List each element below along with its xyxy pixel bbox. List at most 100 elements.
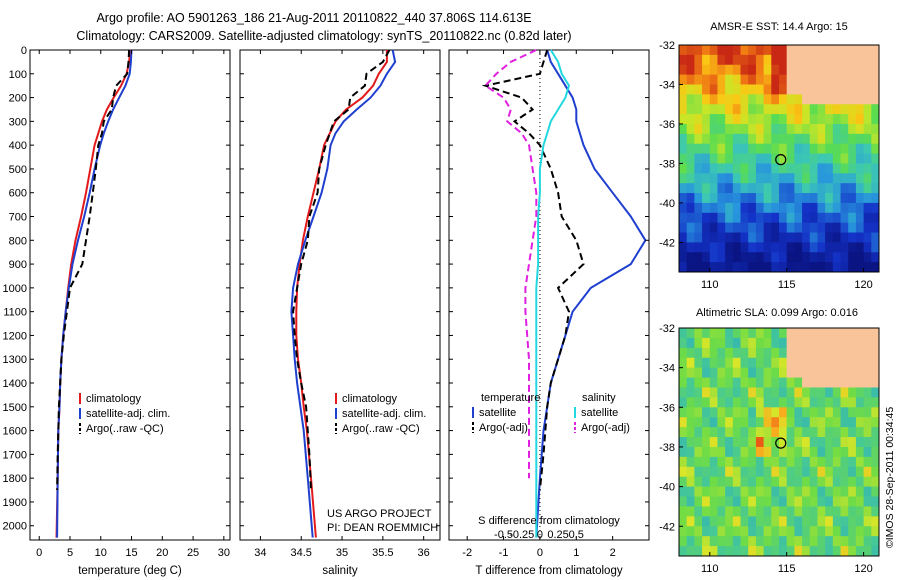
map-cell bbox=[863, 54, 872, 66]
map-cell bbox=[779, 377, 788, 388]
map-cell bbox=[702, 143, 711, 155]
map-cell bbox=[694, 123, 703, 135]
map-cell bbox=[748, 328, 757, 339]
map-cell bbox=[863, 546, 872, 557]
map-cell bbox=[840, 546, 849, 557]
map-cell bbox=[755, 446, 765, 458]
map-cell bbox=[840, 446, 849, 458]
map-cell bbox=[748, 407, 757, 418]
map-cell bbox=[740, 407, 749, 418]
map-cell bbox=[786, 54, 795, 66]
map-cell bbox=[740, 516, 749, 527]
map-cell bbox=[848, 45, 857, 56]
map-cell bbox=[694, 232, 703, 243]
map-cell bbox=[717, 347, 726, 359]
map-cell bbox=[840, 337, 849, 349]
map-cell bbox=[809, 357, 818, 369]
map-cell bbox=[840, 262, 849, 273]
map-cell bbox=[848, 437, 857, 448]
map-cell bbox=[817, 143, 826, 155]
map-cell bbox=[763, 377, 772, 388]
map-cell bbox=[809, 54, 818, 66]
map-cell bbox=[755, 526, 765, 537]
map-cell bbox=[794, 173, 803, 184]
map-cell bbox=[725, 437, 734, 448]
map-cell bbox=[779, 84, 788, 95]
map-cell bbox=[802, 506, 811, 517]
map-cell bbox=[686, 104, 695, 115]
map-cell bbox=[694, 387, 703, 398]
map-cell bbox=[709, 163, 718, 174]
map-cell bbox=[709, 222, 718, 234]
map-y-tick-label: -32 bbox=[659, 40, 675, 52]
map-cell bbox=[832, 536, 842, 547]
map-cell bbox=[755, 133, 765, 145]
map-cell bbox=[755, 64, 765, 76]
map-cell bbox=[771, 133, 780, 145]
map-cell bbox=[825, 104, 834, 115]
map-cell bbox=[732, 466, 742, 478]
x-tick-label: 34 bbox=[254, 547, 266, 559]
map-cell bbox=[732, 212, 742, 224]
map-cell bbox=[863, 367, 872, 379]
map-cell bbox=[794, 54, 803, 66]
map-cell bbox=[863, 486, 872, 498]
map-cell bbox=[748, 45, 757, 56]
map-cell bbox=[779, 486, 788, 498]
map-cell bbox=[817, 476, 826, 488]
map-cell bbox=[732, 133, 742, 145]
map-cell bbox=[840, 45, 849, 56]
map-cell bbox=[809, 252, 818, 263]
map-cell bbox=[832, 163, 842, 174]
map-cell bbox=[679, 123, 688, 135]
map-cell bbox=[794, 496, 803, 507]
map-cell bbox=[763, 387, 772, 398]
map-cell bbox=[709, 357, 718, 369]
map-cell bbox=[871, 456, 880, 468]
map-cell bbox=[871, 212, 880, 224]
map-cell bbox=[817, 427, 826, 438]
map-cell bbox=[832, 446, 842, 458]
map-cell bbox=[855, 232, 865, 243]
map-cell bbox=[809, 222, 818, 234]
series-line bbox=[483, 49, 538, 479]
map-cell bbox=[863, 437, 872, 448]
map-cell bbox=[771, 202, 780, 214]
map-cell bbox=[717, 486, 726, 498]
map-y-tick-label: -32 bbox=[659, 323, 675, 335]
map-cell bbox=[709, 476, 718, 488]
x-tick-label: 0 bbox=[36, 547, 42, 559]
map-cell bbox=[709, 104, 718, 115]
map-cell bbox=[732, 328, 742, 339]
map-cell bbox=[855, 456, 865, 468]
map-cell bbox=[786, 437, 795, 448]
map-cell bbox=[732, 64, 742, 76]
map-cell bbox=[863, 84, 872, 95]
map-cell bbox=[755, 252, 765, 263]
map-cell bbox=[717, 45, 726, 56]
map-cell bbox=[871, 153, 880, 164]
map-cell bbox=[755, 242, 765, 253]
map-cell bbox=[763, 133, 772, 145]
map-cell bbox=[809, 417, 818, 428]
map-cell bbox=[725, 407, 734, 418]
map-cell bbox=[748, 133, 757, 145]
map-cell bbox=[748, 193, 757, 204]
map-cell bbox=[794, 153, 803, 164]
map-y-tick-label: -36 bbox=[659, 402, 675, 414]
map-cell bbox=[686, 84, 695, 95]
x-tick-label: 34.5 bbox=[291, 547, 312, 559]
map-cell bbox=[702, 153, 711, 164]
map-cell bbox=[755, 45, 765, 56]
map-cell bbox=[717, 212, 726, 224]
map-cell bbox=[725, 193, 734, 204]
map-cell bbox=[763, 536, 772, 547]
map-cell bbox=[855, 446, 865, 458]
map-cell bbox=[686, 262, 695, 273]
map-cell bbox=[740, 242, 749, 253]
map-cell bbox=[848, 337, 857, 349]
map-cell bbox=[725, 328, 734, 339]
map-cell bbox=[848, 84, 857, 95]
map-cell bbox=[694, 133, 703, 145]
map-cell bbox=[771, 45, 780, 56]
